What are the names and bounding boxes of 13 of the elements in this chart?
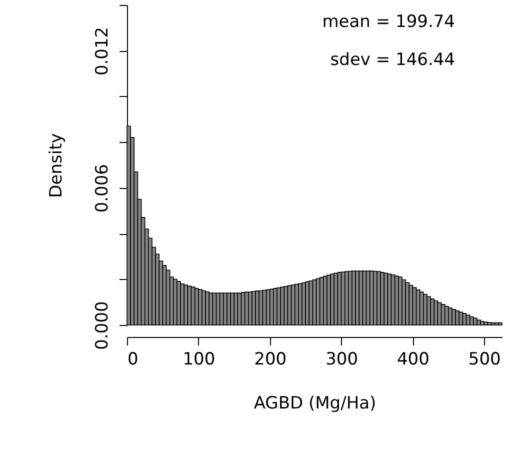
y-tick-label: 0.000: [92, 301, 112, 350]
x-tick-label: 200: [254, 350, 287, 370]
annotation: sdev = 146.44: [330, 50, 455, 70]
x-tick-label: 500: [468, 350, 501, 370]
x-tick-label: 400: [396, 350, 430, 370]
y-tick-label: 0.006: [92, 164, 112, 213]
x-tick-label: 100: [182, 350, 216, 370]
y-tick-label: 0.012: [92, 26, 112, 76]
x-tick-label: 300: [326, 350, 358, 370]
x-tick-label: 0: [128, 350, 138, 370]
annotation: mean = 199.74: [322, 12, 455, 32]
x-axis-title: AGBD (Mg/Ha): [254, 394, 376, 414]
y-axis-title: Density: [46, 133, 66, 198]
